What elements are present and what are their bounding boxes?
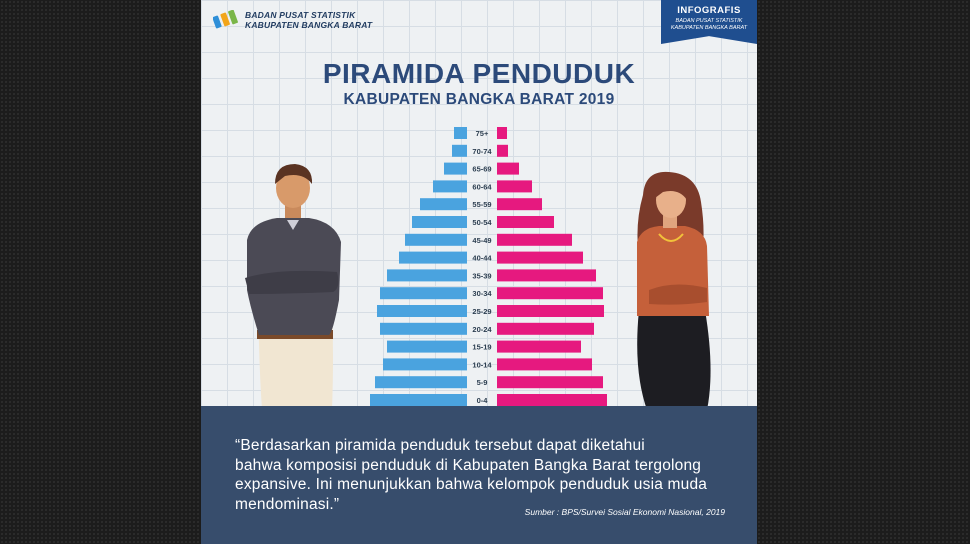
female-bar-25-29: [497, 305, 604, 317]
quote-text: “Berdasarkan piramida penduduk tersebut …: [235, 436, 735, 514]
chart-subtitle: KABUPATEN BANGKA BARAT 2019: [343, 91, 615, 108]
female-bar-75+: [497, 127, 507, 139]
female-bar-20-24: [497, 322, 594, 335]
age-label-35-39: 35-39: [472, 271, 491, 280]
infographic-card: BADAN PUSAT STATISTIK KABUPATEN BANGKA B…: [201, 0, 757, 544]
org-name-line2: KABUPATEN BANGKA BARAT: [245, 20, 373, 30]
female-bar-70-74: [497, 144, 508, 157]
bps-logo-icon: [212, 9, 239, 30]
population-pyramid-chart: 75+ 70-74 65-69 60-64 55-59 50-54 45-49 40-44 35…: [370, 127, 607, 406]
male-bar-65-69: [444, 162, 467, 175]
age-label-10-14: 10-14: [472, 360, 492, 369]
male-bar-75+: [454, 127, 467, 139]
female-bar-50-54: [497, 216, 554, 228]
male-bar-30-34: [380, 287, 467, 300]
female-bar-60-64: [497, 180, 532, 193]
male-bar-70-74: [452, 144, 467, 157]
male-bar-40-44: [399, 251, 467, 264]
male-bar-0-4: [370, 394, 467, 406]
quote-line: expansive. Ini menunjukkan bahwa kelompo…: [235, 476, 708, 493]
age-label-75+: 75+: [476, 129, 489, 138]
female-bar-30-34: [497, 287, 603, 300]
female-bar-35-39: [497, 269, 596, 282]
female-bar-15-19: [497, 340, 581, 353]
footer-panel: “Berdasarkan piramida penduduk tersebut …: [201, 406, 757, 544]
ribbon-sub-line2: KABUPATEN BANGKA BARAT: [670, 24, 748, 31]
female-bar-65-69: [497, 162, 519, 175]
male-bar-25-29: [377, 305, 467, 317]
female-bar-10-14: [497, 358, 592, 371]
male-bar-15-19: [387, 340, 467, 353]
age-label-0-4: 0-4: [477, 396, 489, 405]
age-label-50-54: 50-54: [472, 218, 492, 227]
female-bar-55-59: [497, 198, 542, 211]
male-bar-55-59: [420, 198, 467, 211]
age-label-45-49: 45-49: [472, 236, 491, 245]
male-bar-10-14: [383, 358, 467, 371]
age-label-70-74: 70-74: [472, 147, 492, 156]
ribbon-title: INFOGRAFIS: [677, 5, 741, 16]
age-label-30-34: 30-34: [472, 289, 492, 298]
age-label-5-9: 5-9: [477, 378, 488, 387]
age-label-40-44: 40-44: [472, 254, 492, 263]
chart-title: PIRAMIDA PENDUDUK: [322, 58, 636, 89]
age-label-65-69: 65-69: [472, 165, 491, 174]
source-text: Sumber : BPS/Survei Sosial Ekonomi Nasio…: [524, 507, 725, 517]
age-label-55-59: 55-59: [472, 200, 491, 209]
woman-illustration: [637, 171, 711, 410]
male-bar-50-54: [412, 216, 467, 228]
female-bar-5-9: [497, 376, 603, 389]
age-label-20-24: 20-24: [472, 325, 492, 334]
org-name-line1: BADAN PUSAT STATISTIK: [245, 10, 356, 20]
ribbon-sub-line1: BADAN PUSAT STATISTIK: [675, 18, 743, 24]
female-bar-0-4: [497, 394, 607, 406]
female-bar-40-44: [497, 251, 583, 264]
quote-line: bahwa komposisi penduduk di Kabupaten Ba…: [235, 456, 702, 474]
quote-line: mendominasi.”: [235, 495, 340, 513]
male-bar-45-49: [405, 233, 467, 246]
male-bar-35-39: [387, 269, 467, 282]
age-label-60-64: 60-64: [472, 182, 492, 191]
male-bar-60-64: [433, 180, 467, 193]
man-illustration: [245, 164, 341, 410]
female-bar-45-49: [497, 233, 572, 246]
age-label-25-29: 25-29: [472, 307, 491, 316]
male-bar-20-24: [380, 322, 467, 335]
bps-logo: BADAN PUSAT STATISTIK KABUPATEN BANGKA B…: [212, 9, 373, 30]
age-label-15-19: 15-19: [472, 343, 491, 352]
right-background: [757, 0, 970, 544]
quote-line: “Berdasarkan piramida penduduk tersebut …: [235, 437, 645, 454]
male-bar-5-9: [375, 376, 467, 389]
left-background: [0, 0, 201, 544]
